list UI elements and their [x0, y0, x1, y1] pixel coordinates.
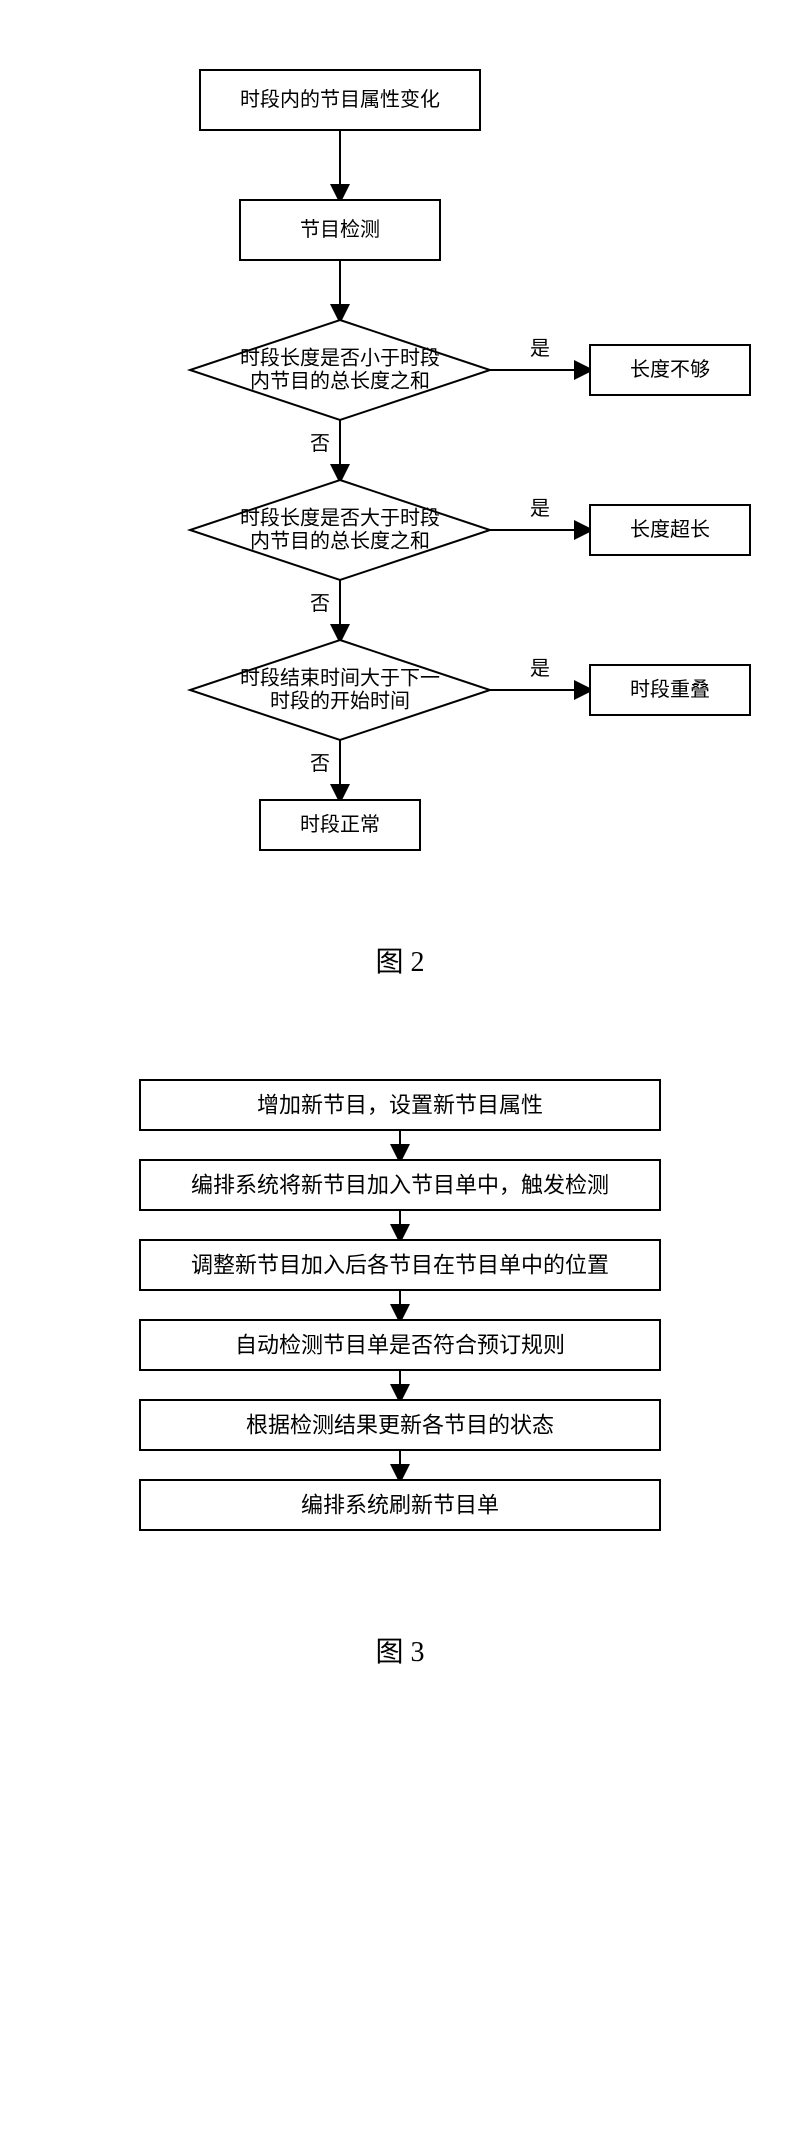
- step-1: 编排系统将新节目加入节目单中，触发检测: [140, 1160, 660, 1210]
- figure-3-container: 增加新节目，设置新节目属性编排系统将新节目加入节目单中，触发检测调整新节目加入后…: [0, 1060, 800, 1750]
- svg-text:是: 是: [530, 498, 550, 520]
- node-d1: 时段长度是否小于时段内节目的总长度之和: [190, 320, 490, 420]
- node-r3: 时段重叠: [590, 665, 750, 715]
- step-2: 调整新节目加入后各节目在节目单中的位置: [140, 1240, 660, 1290]
- figure-2-caption: 图 2: [375, 940, 424, 980]
- svg-text:编排系统刷新节目单: 编排系统刷新节目单: [301, 1493, 499, 1518]
- step-5: 编排系统刷新节目单: [140, 1480, 660, 1530]
- figure-3-flowchart: 增加新节目，设置新节目属性编排系统将新节目加入节目单中，触发检测调整新节目加入后…: [0, 1060, 800, 1580]
- svg-text:时段的开始时间: 时段的开始时间: [270, 690, 410, 713]
- svg-text:时段结束时间大于下一: 时段结束时间大于下一: [240, 667, 440, 690]
- svg-text:否: 否: [310, 753, 330, 775]
- svg-text:是: 是: [530, 658, 550, 680]
- svg-text:内节目的总长度之和: 内节目的总长度之和: [250, 370, 430, 393]
- figure-2-container: 是否是否是否时段内的节目属性变化节目检测时段长度是否小于时段内节目的总长度之和长…: [0, 40, 800, 1060]
- svg-text:增加新节目，设置新节目属性: 增加新节目，设置新节目属性: [257, 1093, 543, 1118]
- step-4: 根据检测结果更新各节目的状态: [140, 1400, 660, 1450]
- node-r1: 长度不够: [590, 345, 750, 395]
- svg-text:根据检测结果更新各节目的状态: 根据检测结果更新各节目的状态: [246, 1413, 554, 1438]
- svg-text:否: 否: [310, 433, 330, 455]
- svg-text:是: 是: [530, 338, 550, 360]
- node-detect: 节目检测: [240, 200, 440, 260]
- svg-text:时段内的节目属性变化: 时段内的节目属性变化: [240, 88, 440, 111]
- svg-text:调整新节目加入后各节目在节目单中的位置: 调整新节目加入后各节目在节目单中的位置: [191, 1253, 609, 1278]
- svg-text:节目检测: 节目检测: [300, 218, 380, 241]
- svg-text:自动检测节目单是否符合预订规则: 自动检测节目单是否符合预订规则: [235, 1333, 565, 1358]
- svg-text:时段长度是否小于时段: 时段长度是否小于时段: [240, 347, 440, 370]
- svg-text:时段长度是否大于时段: 时段长度是否大于时段: [240, 507, 440, 530]
- node-start: 时段内的节目属性变化: [200, 70, 480, 130]
- svg-text:内节目的总长度之和: 内节目的总长度之和: [250, 530, 430, 553]
- svg-text:长度不够: 长度不够: [630, 358, 710, 381]
- node-d2: 时段长度是否大于时段内节目的总长度之和: [190, 480, 490, 580]
- figure-2-flowchart: 是否是否是否时段内的节目属性变化节目检测时段长度是否小于时段内节目的总长度之和长…: [0, 40, 800, 890]
- svg-text:时段正常: 时段正常: [300, 813, 380, 836]
- step-3: 自动检测节目单是否符合预订规则: [140, 1320, 660, 1370]
- node-d3: 时段结束时间大于下一时段的开始时间: [190, 640, 490, 740]
- svg-text:否: 否: [310, 593, 330, 615]
- svg-text:编排系统将新节目加入节目单中，触发检测: 编排系统将新节目加入节目单中，触发检测: [191, 1173, 609, 1198]
- node-end: 时段正常: [260, 800, 420, 850]
- node-r2: 长度超长: [590, 505, 750, 555]
- figure-3-caption: 图 3: [375, 1630, 424, 1670]
- svg-text:时段重叠: 时段重叠: [630, 678, 710, 701]
- svg-text:长度超长: 长度超长: [630, 518, 710, 541]
- step-0: 增加新节目，设置新节目属性: [140, 1080, 660, 1130]
